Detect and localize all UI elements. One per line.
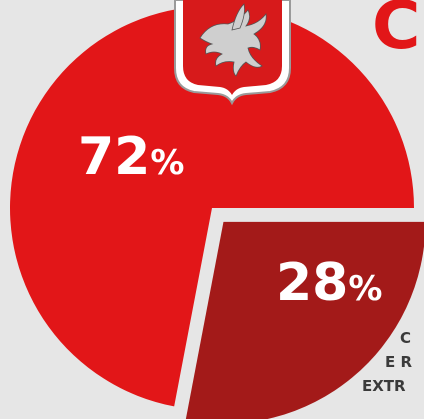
tuscany-pegasus-crest-icon [174, 0, 291, 106]
slice-label-72: 72% [78, 127, 184, 187]
slice-label-28: 28% [276, 253, 382, 313]
side-label-line-3: EXTR [362, 377, 406, 395]
title-fragment: C [372, 0, 420, 64]
pie-slice-72 [10, 6, 415, 407]
pie-slice-28 [185, 221, 424, 419]
pie-slices [10, 6, 424, 419]
slice-28-value: 28 [276, 253, 348, 313]
side-label-line-2: E R [385, 353, 412, 371]
side-label-line-1: C [400, 329, 411, 347]
slice-72-unit: % [150, 143, 184, 183]
slice-28-unit: % [348, 269, 382, 309]
side-label: C E R EXTR [362, 329, 412, 395]
slice-72-value: 72 [78, 127, 150, 187]
